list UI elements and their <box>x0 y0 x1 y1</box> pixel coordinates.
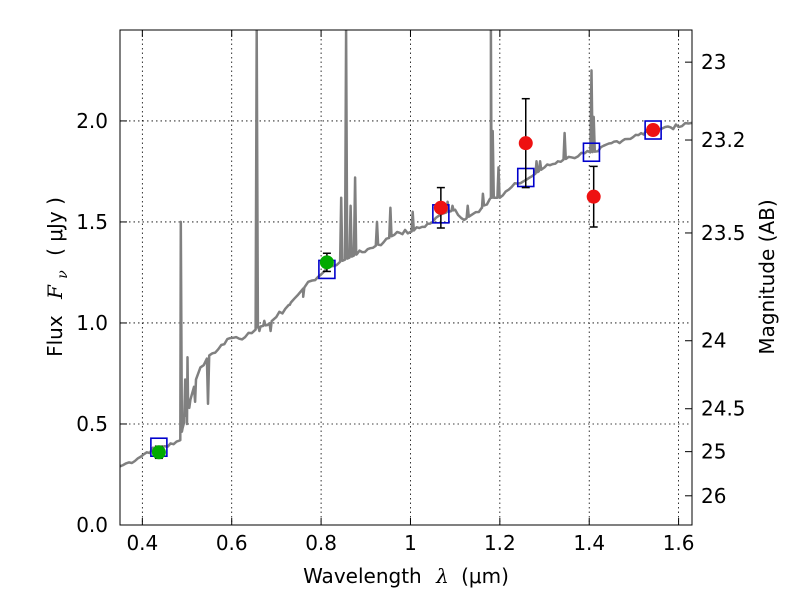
y-axis-unit: ( μJy ) <box>43 197 67 256</box>
x-tick-label: 1.6 <box>663 531 695 555</box>
model-point-box <box>582 142 601 163</box>
right-tick-label: 23 <box>701 50 726 74</box>
green-data-point <box>151 445 166 460</box>
y-axis-symbol: F <box>43 284 67 300</box>
x-axis-symbol: λ <box>435 564 449 588</box>
data-marks <box>150 97 662 460</box>
red-data-point <box>646 123 661 138</box>
right-tick-label: 24.5 <box>701 397 746 421</box>
x-tick-label: 0.8 <box>305 531 337 555</box>
x-tick-label: 1.4 <box>573 531 605 555</box>
right-axis-title: Magnitude (AB) <box>755 199 779 354</box>
x-tick-label: 0.4 <box>126 531 158 555</box>
x-axis-label: Wavelength <box>303 564 422 588</box>
y-axis-subscript: ν <box>55 270 71 279</box>
red-data-point <box>433 200 448 215</box>
x-tick-label: 0.6 <box>216 531 248 555</box>
spectrum-layer <box>120 30 692 468</box>
y-axis-label: Flux <box>43 315 67 357</box>
red-data-point <box>518 136 533 151</box>
y-axis-title: Flux F ν ( μJy ) <box>43 197 72 357</box>
right-tick-label: 25 <box>701 440 726 464</box>
y-tick-label: 1.5 <box>76 210 108 234</box>
axis-ticks: 0.4 0.6 0.8 1 1.2 1.4 1.6 0.0 0.5 1.0 1.5 2.0 23 23.2… <box>76 30 746 555</box>
y-tick-label: 1.0 <box>76 311 108 335</box>
x-axis-title: Wavelength λ (μm) <box>303 564 509 588</box>
right-tick-label: 23.5 <box>701 221 746 245</box>
y-tick-label: 0.0 <box>76 513 108 537</box>
plot-frame <box>119 29 693 526</box>
right-tick-label: 24 <box>701 329 726 353</box>
x-tick-label: 1.2 <box>484 531 516 555</box>
y-tick-label: 2.0 <box>76 109 108 133</box>
model-point-box <box>644 120 662 140</box>
x-tick-label: 1 <box>404 531 417 555</box>
right-tick-label: 23.2 <box>701 128 746 152</box>
green-data-point <box>319 255 334 270</box>
right-tick-label: 26 <box>701 484 726 508</box>
spectrum-line <box>120 30 692 468</box>
x-axis-unit: (μm) <box>461 564 509 588</box>
y-tick-label: 0.5 <box>76 412 108 436</box>
red-data-point <box>586 189 601 204</box>
